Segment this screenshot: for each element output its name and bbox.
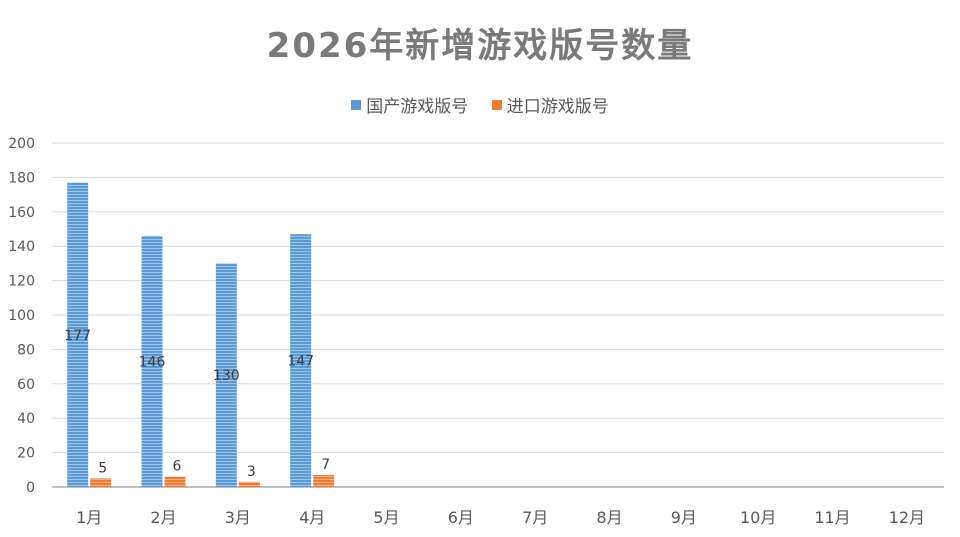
- bar-imported: [313, 474, 335, 487]
- data-label-domestic: 147: [287, 354, 314, 370]
- bar-domestic: [290, 234, 312, 487]
- legend-swatch-domestic: [351, 99, 362, 110]
- y-tick-label: 180: [8, 170, 35, 186]
- x-tick-label: 11月: [814, 508, 850, 527]
- bar-domestic: [215, 263, 237, 487]
- legend-item-domestic: 国产游戏版号: [351, 92, 468, 117]
- bar-imported: [238, 481, 260, 487]
- y-tick-label: 160: [8, 205, 35, 221]
- bar-imported: [90, 478, 112, 487]
- legend-swatch-imported: [491, 99, 502, 110]
- x-tick-label: 8月: [596, 508, 622, 527]
- data-label-imported: 3: [247, 464, 256, 480]
- y-tick-label: 100: [8, 308, 35, 324]
- x-tick-label: 3月: [225, 508, 251, 527]
- x-tick-label: 1月: [76, 508, 102, 527]
- y-tick-label: 0: [26, 480, 35, 496]
- x-tick-label: 4月: [299, 508, 325, 527]
- y-tick-label: 20: [17, 446, 35, 462]
- y-tick-label: 60: [17, 377, 35, 393]
- data-label-domestic: 130: [213, 368, 240, 384]
- legend-item-imported: 进口游戏版号: [491, 92, 609, 117]
- y-tick-label: 80: [17, 342, 35, 358]
- y-tick-label: 140: [8, 239, 35, 255]
- data-label-imported: 6: [173, 459, 182, 475]
- x-tick-label: 7月: [522, 508, 548, 527]
- x-tick-label: 10月: [740, 508, 776, 527]
- x-tick-label: 12月: [889, 508, 925, 527]
- x-tick-label: 9月: [671, 508, 697, 527]
- legend-label-imported: 进口游戏版号: [506, 97, 609, 117]
- data-label-domestic: 177: [64, 328, 91, 344]
- legend-label-domestic: 国产游戏版号: [366, 97, 469, 117]
- y-tick-label: 200: [8, 136, 35, 152]
- chart-title: 2026年新增游戏版号数量: [266, 26, 694, 66]
- legend: 国产游戏版号 进口游戏版号: [0, 92, 960, 117]
- y-tick-label: 120: [8, 274, 35, 290]
- x-tick-label: 5月: [373, 508, 399, 527]
- data-label-imported: 7: [321, 457, 330, 473]
- bar-domestic: [141, 235, 163, 487]
- data-label-imported: 5: [98, 460, 107, 476]
- x-tick-label: 2月: [150, 508, 176, 527]
- x-tick-label: 6月: [448, 508, 474, 527]
- y-tick-label: 40: [17, 411, 35, 427]
- data-label-domestic: 146: [139, 354, 166, 370]
- bar-imported: [164, 476, 186, 487]
- bar-domestic: [67, 182, 89, 487]
